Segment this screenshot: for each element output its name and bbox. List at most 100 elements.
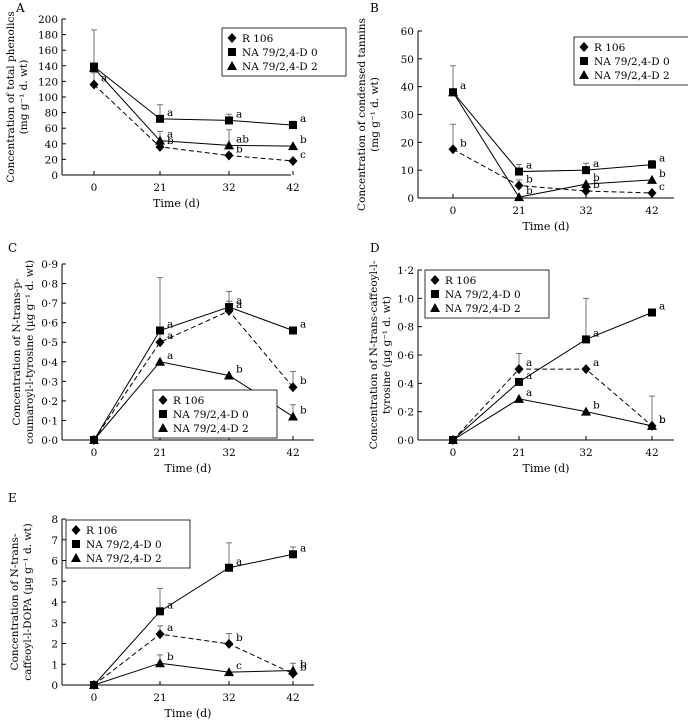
x-tick-label: 42 xyxy=(286,182,299,194)
legend-label: NA 79/2,4-D 2 xyxy=(173,423,249,435)
data-point xyxy=(155,356,165,366)
data-label: b xyxy=(236,363,243,375)
data-label: a xyxy=(167,318,173,330)
data-label: a xyxy=(167,330,173,342)
data-label: a xyxy=(101,73,107,85)
series-line xyxy=(93,84,294,162)
data-point xyxy=(289,326,297,335)
data-point xyxy=(581,179,591,189)
data-point xyxy=(288,665,298,675)
x-tick-label: 21 xyxy=(153,692,166,704)
y-tick-label: 0·4 xyxy=(397,378,414,390)
data-label: b xyxy=(167,651,174,663)
y-tick-label: 8 xyxy=(51,514,58,526)
data-label: b xyxy=(659,168,666,180)
data-point xyxy=(155,135,165,145)
y-tick-label: 40 xyxy=(401,82,414,94)
x-tick-label: 0 xyxy=(450,447,457,459)
legend-marker xyxy=(71,553,81,562)
data-point xyxy=(514,180,524,191)
legend-marker xyxy=(158,395,168,405)
panel-letter: A xyxy=(15,1,25,15)
y-tick-label: 120 xyxy=(38,76,58,88)
y-tick-label: 0·6 xyxy=(41,318,58,330)
x-axis-label: Time (d) xyxy=(523,220,570,233)
data-point xyxy=(647,187,657,198)
legend-marker xyxy=(430,303,440,312)
data-point xyxy=(225,116,233,125)
panel-a: A 0 20 40 60 80 100 120 140 160 180 200 0 21 32 42 Time … xyxy=(5,1,347,210)
data-point xyxy=(289,550,297,559)
data-point xyxy=(89,435,99,444)
y-axis-label: (mg g⁻¹ d. wt) xyxy=(18,60,30,135)
y-tick-label: 1 xyxy=(51,659,58,671)
data-point xyxy=(648,160,656,169)
series-line xyxy=(452,398,653,441)
series-2: bb b xyxy=(448,87,666,202)
x-tick-label: 21 xyxy=(512,447,525,459)
data-point xyxy=(225,303,233,312)
legend-box xyxy=(152,389,278,439)
x-axis-label: Time (d) xyxy=(153,197,200,210)
data-point xyxy=(582,166,590,175)
data-point xyxy=(648,308,656,317)
y-axis-label: Concentration of N-trans- xyxy=(9,533,21,670)
legend: R 106 NA 79/2,4-D 0 NA 79/2,4-D 2 xyxy=(65,519,191,569)
series-2: a b b xyxy=(448,387,666,444)
data-point xyxy=(288,155,298,166)
panel-d: D 0·0 0·2 0·4 0·6 0·8 1·0 1·2 0 21 32 42 Time (d) Con… xyxy=(368,241,674,475)
y-tick-label: 0·6 xyxy=(397,350,414,362)
legend: R 106 NA 79/2,4-D 0 NA 79/2,4-D 2 xyxy=(152,389,278,439)
y-tick-label: 200 xyxy=(38,14,58,26)
y-tick-label: 0·8 xyxy=(397,322,414,334)
legend-marker xyxy=(71,525,81,535)
legend-label: NA 79/2,4-D 2 xyxy=(445,303,521,315)
legend-marker xyxy=(159,410,167,418)
y-axis-label: Concentration of N-trans-p- xyxy=(11,278,23,426)
x-tick-label: 42 xyxy=(286,447,299,459)
series-2: a ab b xyxy=(89,63,307,151)
data-label: b xyxy=(659,414,666,426)
y-tick-label: 0·2 xyxy=(41,396,58,408)
data-point xyxy=(224,667,234,677)
data-point xyxy=(224,150,234,161)
legend-box xyxy=(424,269,550,319)
data-point xyxy=(515,167,523,176)
x-tick-label: 42 xyxy=(645,447,658,459)
legend-label: R 106 xyxy=(86,525,118,537)
legend-label: NA 79/2,4-D 0 xyxy=(594,56,670,68)
data-label: b xyxy=(300,662,307,674)
y-tick-label: 7 xyxy=(51,535,58,547)
y-tick-label: 4 xyxy=(51,597,58,609)
data-label: a xyxy=(593,357,599,369)
data-point xyxy=(289,121,297,130)
y-tick-label: 6 xyxy=(51,556,58,568)
data-point xyxy=(155,629,165,640)
panel-letter: C xyxy=(8,241,17,255)
series-line xyxy=(93,662,294,686)
legend-box xyxy=(221,27,347,77)
data-label: a xyxy=(236,556,242,568)
data-point xyxy=(288,411,298,421)
data-point xyxy=(514,364,524,375)
data-label: a xyxy=(460,80,466,92)
data-label: b xyxy=(236,632,243,644)
data-label: b xyxy=(300,405,307,417)
panel-letter: B xyxy=(370,1,379,15)
data-label: a xyxy=(659,301,665,313)
data-label: a xyxy=(167,622,173,634)
data-point xyxy=(156,114,164,123)
series-line xyxy=(93,67,294,147)
data-label: b xyxy=(460,137,467,149)
legend-marker xyxy=(431,290,439,298)
series-2: bc b xyxy=(89,651,307,689)
y-tick-label: 0·4 xyxy=(41,357,58,369)
data-point xyxy=(89,680,99,689)
y-tick-label: 1·0 xyxy=(397,293,414,305)
y-axis-label: Concentration of N-trans-caffeoyl-l- xyxy=(368,260,380,449)
series-line xyxy=(452,91,653,198)
data-label: c xyxy=(659,181,665,193)
x-tick-label: 32 xyxy=(222,692,235,704)
legend: R 106 NA 79/2,4-D 0 NA 79/2,4-D 2 xyxy=(221,27,347,77)
